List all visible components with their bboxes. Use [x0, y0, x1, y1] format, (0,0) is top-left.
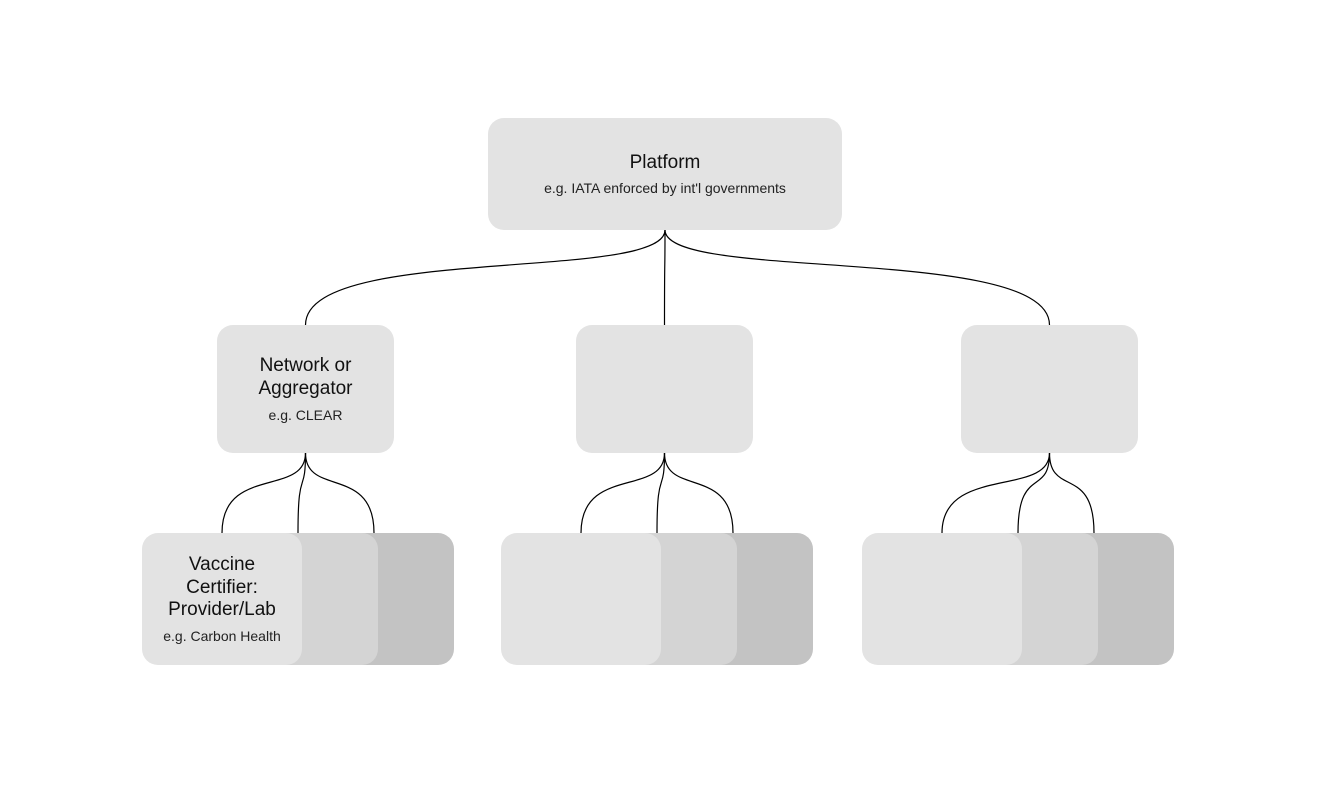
node-subtitle: e.g. Carbon Health [163, 628, 281, 644]
root-node: Platform e.g. IATA enforced by int'l gove… [488, 118, 842, 230]
diagram-canvas: Platform e.g. IATA enforced by int'l gove… [0, 0, 1334, 808]
mid-node-2 [961, 325, 1138, 453]
node-title: Vaccine Certifier: Provider/Lab [154, 554, 290, 622]
node-title: Network or Aggregator [229, 355, 382, 401]
leaf-node-0-0: Vaccine Certifier: Provider/Lab e.g. Carb… [142, 533, 302, 665]
node-title: Platform [630, 152, 701, 175]
node-subtitle: e.g. IATA enforced by int'l governments [544, 180, 786, 196]
mid-node-1 [576, 325, 753, 453]
mid-node-0: Network or Aggregator e.g. CLEAR [217, 325, 394, 453]
leaf-node-1-0 [501, 533, 661, 665]
leaf-node-2-0 [862, 533, 1022, 665]
node-subtitle: e.g. CLEAR [269, 407, 343, 423]
